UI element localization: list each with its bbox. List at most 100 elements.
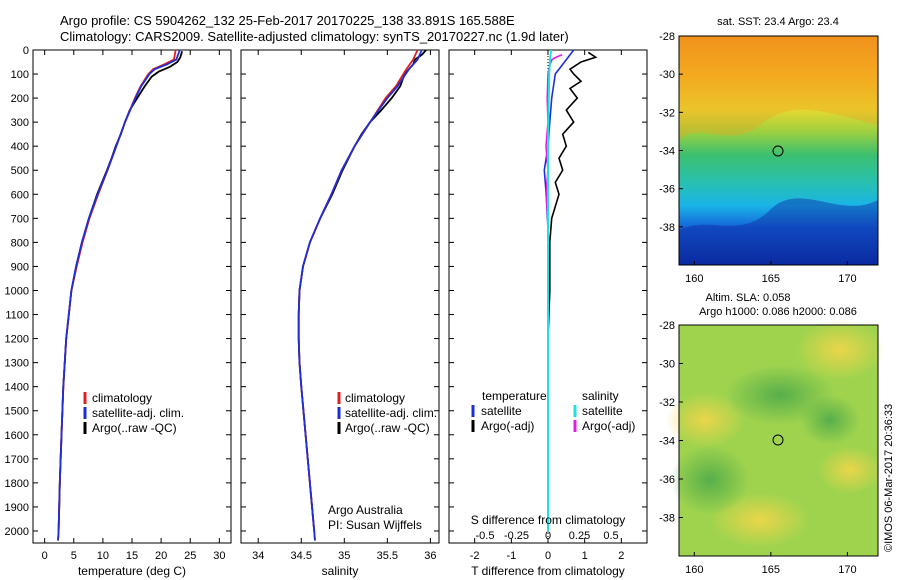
map-y-tick-label: -36 [659, 184, 675, 196]
sst-map [678, 35, 879, 266]
sst-field [679, 36, 878, 265]
series-line-sal-satellite [547, 49, 553, 531]
x-tick-label: 1 [582, 550, 588, 562]
figure-title-line1: Argo profile: CS 5904262_132 25-Feb-2017… [60, 13, 515, 28]
map-y-tick-label: -38 [659, 513, 675, 525]
y-tick-label: 600 [11, 189, 29, 201]
series-line-argo [57, 50, 183, 532]
x-tick-label: 35.5 [377, 550, 398, 562]
series-line-climatology [57, 49, 177, 541]
sla-patch [818, 446, 882, 494]
map-y-tick-label: -34 [659, 436, 675, 448]
s-difference-axis-label: S difference from climatology [471, 513, 626, 527]
y-tick-label: 400 [11, 141, 29, 153]
s-tick-label: 0.25 [569, 530, 590, 542]
x-tick-label: 5 [71, 550, 77, 562]
series-line-temp-argo [547, 51, 598, 531]
difference-plot: -2 -1 0 1 2 [449, 49, 647, 562]
map-x-tick-label: 170 [838, 273, 856, 285]
map-y-tick-label: -30 [659, 69, 675, 81]
y-tick-label: 1500 [5, 406, 29, 418]
t-difference-axis-label: T difference from climatology [471, 564, 625, 578]
salinity-plot: 34 34.5 35 35.5 36 [241, 49, 439, 562]
sla-map-title-line1: Altim. SLA: 0.058 [706, 292, 791, 304]
sla-patch [800, 395, 860, 445]
x-tick-label: 15 [126, 550, 138, 562]
y-tick-label: 1900 [5, 502, 29, 514]
sst-warm-tongue [679, 36, 878, 140]
y-tick-label: 700 [11, 213, 29, 225]
sst-cold-tongue [679, 198, 878, 265]
y-tick-label: 1300 [5, 358, 29, 370]
sst-map-ticks: 160 165 170 -28 -30 -32 -34 -36 -38 [659, 31, 856, 285]
sla-patch [665, 392, 745, 448]
y-tick-label: 500 [11, 165, 29, 177]
temperature-panel-frame [32, 49, 232, 544]
y-tick-label: 2000 [5, 526, 29, 538]
figure-title-line2: Climatology: CARS2009. Satellite-adjuste… [60, 29, 569, 44]
legend-label-satellite: satellite-adj. clim. [92, 406, 184, 420]
map-y-tick-label: -28 [659, 320, 675, 332]
y-tick-label: 800 [11, 237, 29, 249]
map-y-tick-label: -38 [659, 222, 675, 234]
x-tick-label: 34.5 [291, 550, 312, 562]
x-tick-label: -1 [506, 550, 516, 562]
x-tick-label: 10 [97, 550, 109, 562]
s-tick-label: -0.5 [476, 530, 495, 542]
argo-position-marker [772, 434, 784, 446]
y-tick-label: 1100 [5, 310, 29, 322]
x-tick-label: 2 [618, 550, 624, 562]
y-tick-label: 1700 [5, 454, 29, 466]
x-tick-label: 20 [155, 550, 167, 562]
legend-label-temp-argo: Argo(-adj) [481, 419, 534, 433]
y-tick-label: 1200 [5, 334, 29, 346]
sla-map [665, 320, 885, 557]
legend-label-sal-satellite: satellite [582, 404, 623, 418]
x-tick-label: 0 [42, 550, 48, 562]
legend-label-argo: Argo(..raw -QC) [345, 421, 430, 435]
legend-label-satellite: satellite-adj. clim. [345, 406, 437, 420]
map-y-tick-label: -30 [659, 359, 675, 371]
map-y-tick-label: -28 [659, 31, 675, 43]
x-tick-label: 30 [213, 550, 225, 562]
y-tick-label: 1600 [5, 430, 29, 442]
map-y-tick-label: -32 [659, 397, 675, 409]
sla-map-ticks: 160 165 170 -28 -30 -32 -34 -36 -38 [659, 320, 856, 576]
temperature-axis-label: temperature (deg C) [78, 564, 186, 578]
argo-position-marker [772, 145, 784, 157]
argo-australia-label: Argo Australia [328, 503, 403, 517]
y-tick-label: 100 [11, 69, 29, 81]
s-tick-label: -0.25 [504, 530, 529, 542]
map-x-tick-label: 170 [838, 564, 856, 576]
map-x-tick-label: 160 [685, 564, 703, 576]
map-x-tick-label: 160 [685, 273, 703, 285]
series-line-argo [297, 49, 427, 532]
imos-credit: ©IMOS 06-Mar-2017 20:36:33 [883, 404, 895, 552]
y-tick-label: 1800 [5, 478, 29, 490]
y-tick-label: 300 [11, 117, 29, 129]
salinity-axis-label: salinity [322, 564, 359, 578]
x-tick-label: 25 [184, 550, 196, 562]
legend-label-sal-argo: Argo(-adj) [582, 419, 635, 433]
y-tick-label: 1400 [5, 382, 29, 394]
sla-patch [795, 320, 885, 380]
y-tick-label: 900 [11, 261, 29, 273]
x-tick-label: 34 [252, 550, 264, 562]
sst-map-title: sat. SST: 23.4 Argo: 23.4 [717, 16, 839, 28]
difference-legend: temperature salinity satellite Argo(-adj… [471, 389, 635, 433]
map-y-tick-label: -36 [659, 474, 675, 486]
y-tick-label: 0 [23, 45, 29, 57]
legend-label-argo: Argo(..raw -QC) [92, 421, 177, 435]
s-tick-label: 0 [545, 530, 551, 542]
sla-map-title-line2: Argo h1000: 0.086 h2000: 0.086 [699, 306, 857, 318]
y-tick-label: 1000 [5, 285, 29, 297]
legend-label-temp-satellite: satellite [481, 404, 522, 418]
x-tick-label: -2 [470, 550, 480, 562]
s-tick-label: 0.5 [603, 530, 618, 542]
series-line-satellite [297, 49, 423, 541]
series-line-satellite [57, 49, 181, 541]
salinity-panel-frame [240, 49, 440, 544]
map-x-tick-label: 165 [762, 564, 780, 576]
map-y-tick-label: -34 [659, 146, 675, 158]
